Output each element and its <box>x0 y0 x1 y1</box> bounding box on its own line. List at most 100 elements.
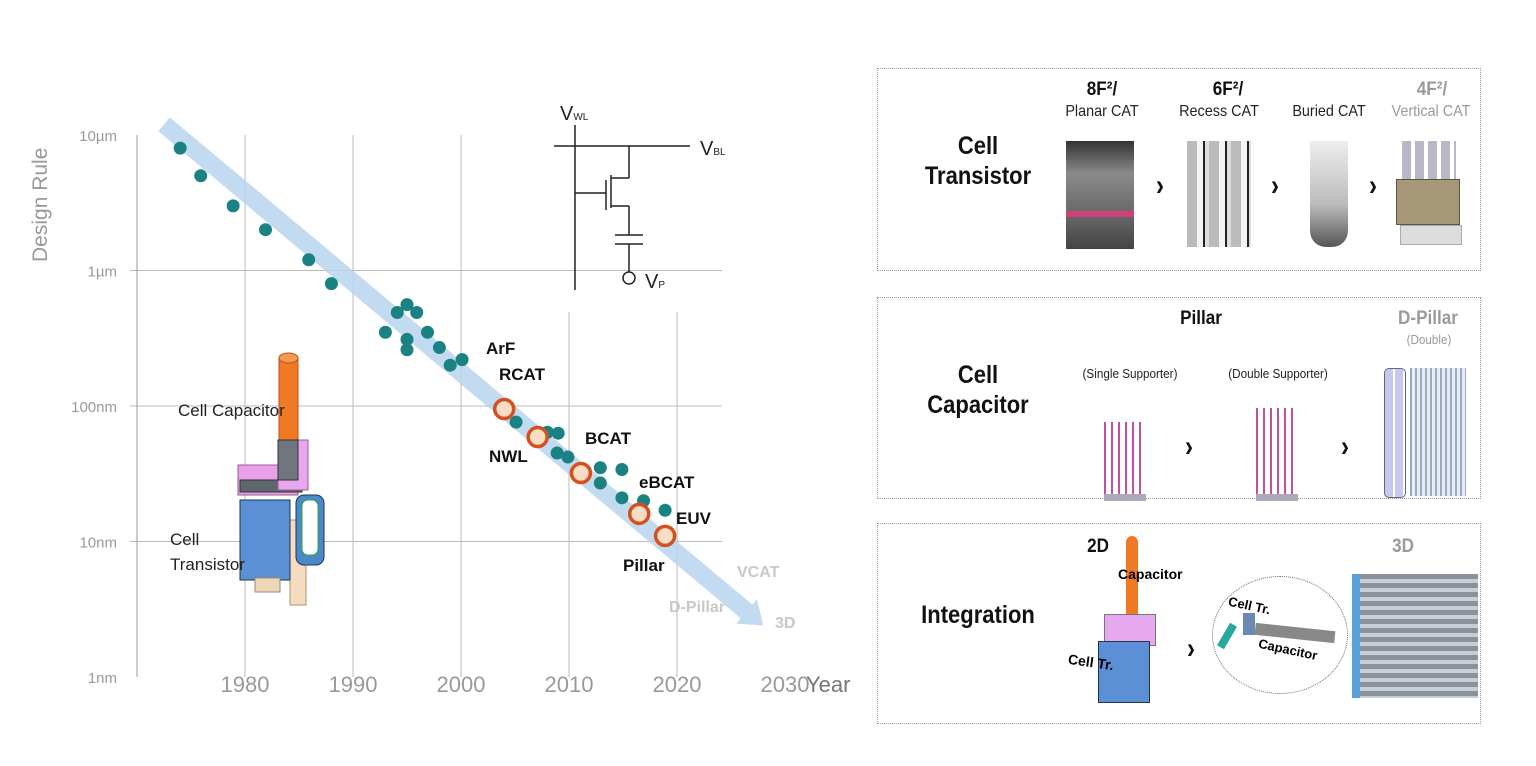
vp-sub: P <box>658 280 665 291</box>
milestone-point <box>569 461 593 485</box>
x-tick-label: 2000 <box>437 672 486 697</box>
data-point <box>259 223 273 237</box>
nwl-label: NWL <box>489 447 528 466</box>
data-point <box>593 461 607 475</box>
milestone-point <box>526 425 549 449</box>
data-point <box>658 503 672 517</box>
vertical-cat-image <box>1396 141 1462 247</box>
x-tick-label: 2030 <box>761 672 810 697</box>
y-tick-label: 1nm <box>88 670 117 687</box>
vbl-label: V <box>700 138 714 160</box>
data-point <box>509 415 523 429</box>
4f2-heading: 4F²/ <box>1416 79 1448 100</box>
data-point <box>410 305 424 319</box>
milestone-point <box>627 502 651 526</box>
data-point <box>551 426 565 440</box>
data-point <box>455 353 469 367</box>
single-supporter-label: (Single Supporter) <box>1082 366 1178 381</box>
x-tick-label: 2020 <box>653 672 702 697</box>
planar-cat-label: Planar CAT <box>1065 103 1139 120</box>
recess-cat-image <box>1187 141 1251 247</box>
data-point <box>593 476 607 490</box>
vertical-cat-label: Vertical CAT <box>1391 103 1471 120</box>
data-point <box>324 277 338 291</box>
3d-heading: 3D <box>1392 536 1414 557</box>
chevron-right-icon: › <box>1271 169 1279 202</box>
recess-cat-label: Recess CAT <box>1179 103 1259 120</box>
integration-panel: Integration 2D 3D Capacitor Cell Tr. › C… <box>877 523 1481 724</box>
chevron-right-icon: › <box>1187 632 1195 665</box>
pillar-label: Pillar <box>623 556 665 575</box>
data-point <box>400 298 414 312</box>
x-tick-label: 1990 <box>329 672 378 697</box>
cell-structure-illustration <box>237 285 325 606</box>
x-axis-title: Year <box>806 672 850 697</box>
axes: 10µm 1µm 100nm 10nm 1nm 1980 1990 2000 2010 2020 2… <box>71 128 809 697</box>
dram-cell-circuit: VWL VBL VP <box>554 103 726 293</box>
ebcat-label: eBCAT <box>639 473 695 492</box>
double-supporter-pillar-image <box>1256 408 1298 501</box>
data-point <box>561 450 575 464</box>
d-pillar-heading: D-Pillar <box>1398 308 1458 329</box>
2d-cell-image <box>1084 536 1164 716</box>
8f2-heading: 8F²/ <box>1086 79 1118 100</box>
single-supporter-pillar-image <box>1104 422 1146 501</box>
2d-heading: 2D <box>1087 536 1109 557</box>
data-point <box>615 491 629 505</box>
data-point <box>226 199 240 213</box>
3d-dram-stack-image <box>1352 574 1478 698</box>
buried-cat-image <box>1310 141 1348 247</box>
data-point <box>194 169 208 183</box>
d-pillar-cross-section-image <box>1384 368 1406 498</box>
data-points <box>173 141 677 548</box>
3d-cell-zoom-circle <box>1212 576 1348 694</box>
x-tick-label: 2010 <box>545 672 594 697</box>
chevron-right-icon: › <box>1341 430 1349 463</box>
data-point <box>173 141 187 155</box>
data-point <box>615 462 629 476</box>
chevron-right-icon: › <box>1156 169 1164 202</box>
trend-arrow <box>158 117 764 626</box>
double-label: (Double) <box>1406 332 1452 347</box>
data-point <box>400 332 414 346</box>
rcat-label: RCAT <box>499 365 546 384</box>
pillar-heading: Pillar <box>1180 308 1222 329</box>
svg-text:VBL: VBL <box>700 138 726 160</box>
cell-capacitor-label: Cell Capacitor <box>178 401 285 420</box>
data-point <box>421 325 435 339</box>
bcat-label: BCAT <box>585 429 632 448</box>
chevron-right-icon: › <box>1369 169 1377 202</box>
y-axis-title: Design Rule <box>29 148 52 262</box>
svg-text:VWL: VWL <box>560 103 589 125</box>
svg-text:VP: VP <box>645 271 665 293</box>
vwl-label: V <box>560 103 574 125</box>
euv-label: EUV <box>676 509 712 528</box>
data-point <box>432 341 446 355</box>
6f2-heading: 6F²/ <box>1212 79 1244 100</box>
data-point <box>302 253 316 267</box>
cell-transistor-label-2: Transistor <box>170 555 245 574</box>
vcat-label: VCAT <box>737 564 780 581</box>
cell-transistor-label-1: Cell <box>170 530 199 549</box>
d-pillar-array-image <box>1410 368 1466 496</box>
y-tick-label: 100nm <box>71 399 117 416</box>
y-tick-label: 10µm <box>79 128 117 145</box>
milestone-point <box>653 524 677 548</box>
integration-title: Integration <box>921 601 1035 629</box>
buried-cat-label: Buried CAT <box>1292 103 1366 120</box>
title-line-1: Cell <box>957 132 999 160</box>
title-line-1: Cell <box>957 361 999 389</box>
capacitor-2d-label: Capacitor <box>1118 566 1183 582</box>
x-tick-label: 1980 <box>221 672 270 697</box>
milestone-point <box>492 397 516 421</box>
data-point <box>400 343 414 357</box>
cell-transistor-panel: Cell Transistor 8F²/ Planar CAT 6F²/ Rec… <box>877 68 1481 271</box>
cell-capacitor-panel: Cell Capacitor Pillar (Single Supporter)… <box>877 297 1481 501</box>
arf-label: ArF <box>486 339 515 358</box>
3d-label: 3D <box>775 615 795 632</box>
cell-capacitor-title: Cell Capacitor <box>916 360 1039 420</box>
y-tick-label: 1µm <box>88 264 117 281</box>
data-point <box>378 325 392 339</box>
d-pillar-label: D-Pillar <box>669 599 725 616</box>
design-rule-chart: 10µm 1µm 100nm 10nm 1nm 1980 1990 2000 2010 2020 2… <box>29 103 850 697</box>
